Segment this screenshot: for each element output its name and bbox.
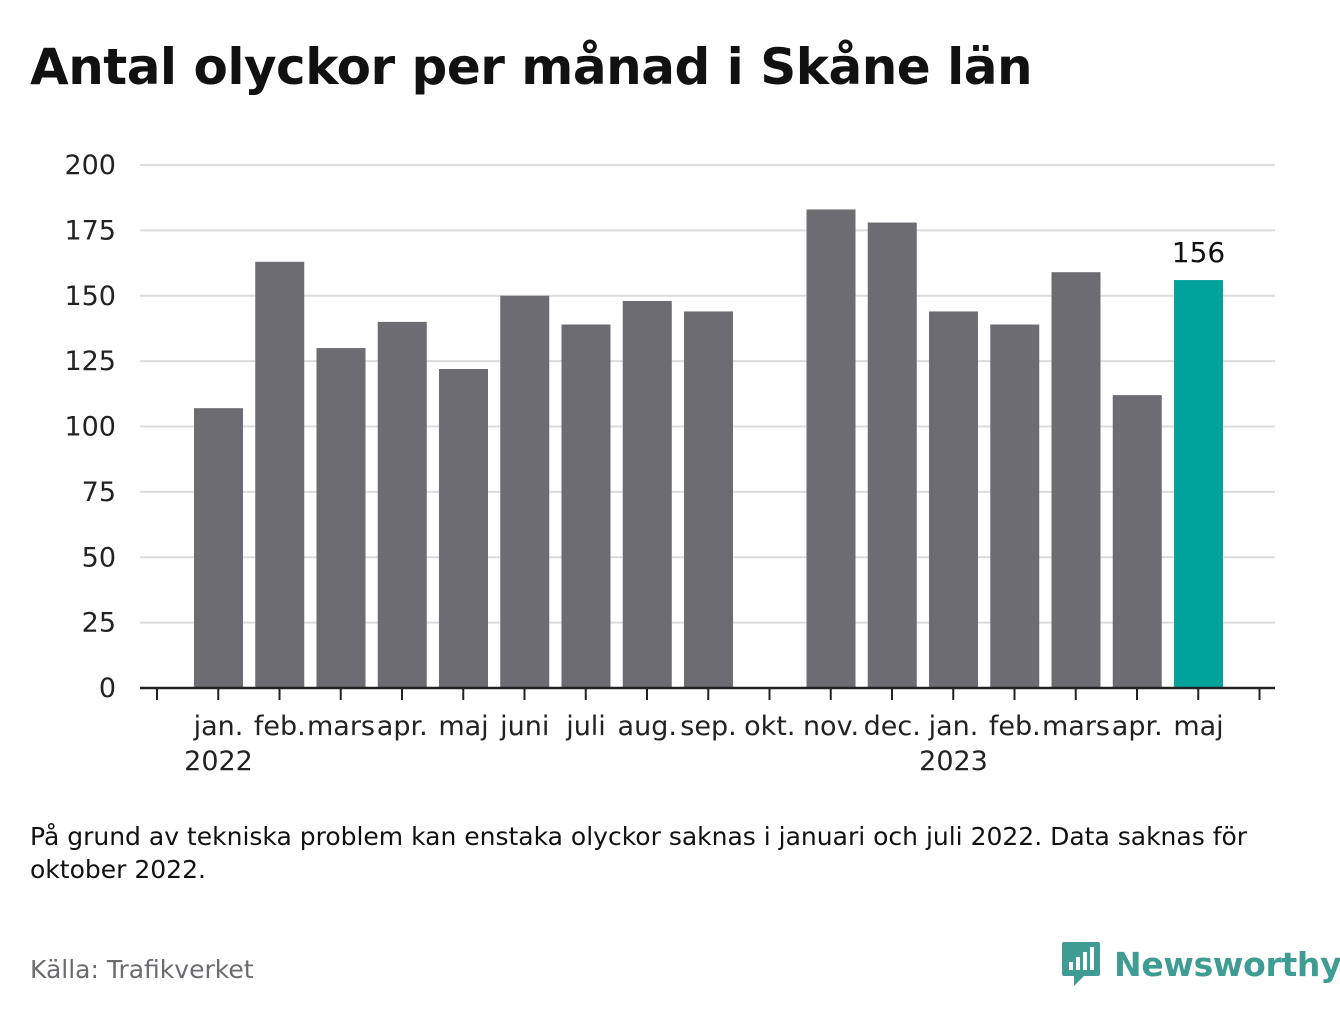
x-year-label: 2022 (184, 746, 253, 777)
bar (867, 222, 917, 688)
bar (316, 348, 366, 688)
x-tick-label: mars (1042, 711, 1110, 742)
bar-highlight (1174, 280, 1223, 688)
bar (806, 209, 856, 688)
x-tick-label: nov. (803, 711, 859, 742)
x-tick-label: juli (565, 711, 606, 742)
x-tick-label: okt. (744, 711, 795, 742)
newsworthy-logo-icon (1062, 942, 1100, 986)
x-tick-label: feb. (989, 711, 1041, 742)
brand-logo: Newsworthy (1060, 940, 1340, 988)
bar (194, 408, 243, 688)
bars (194, 209, 1223, 688)
value-labels: 156 (1172, 236, 1225, 269)
bar (929, 311, 978, 688)
bar (500, 295, 550, 688)
x-tick-label: jan. (193, 711, 244, 742)
bar (439, 368, 488, 688)
x-tick-label: feb. (254, 711, 306, 742)
y-tick-label: 125 (64, 346, 116, 377)
bar (990, 324, 1040, 688)
y-tick-label: 175 (64, 215, 116, 246)
bar (377, 321, 427, 688)
chart-note: På grund av tekniska problem kan enstaka… (30, 822, 1248, 884)
y-tick-label: 200 (64, 150, 116, 181)
bar (561, 324, 611, 688)
x-tick-label: juni (499, 711, 549, 742)
x-tick-label: maj (438, 711, 488, 742)
bar (684, 311, 733, 688)
bar (1051, 272, 1101, 688)
data-label: 156 (1172, 236, 1225, 269)
x-tick-label: dec. (864, 711, 921, 742)
x-tick-label: jan. (928, 711, 979, 742)
bar (1112, 395, 1162, 688)
chart-title: Antal olyckor per månad i Skåne län (30, 38, 1033, 96)
x-axis (140, 686, 1275, 700)
y-tick-label: 150 (64, 281, 116, 312)
source-credit: Källa: Trafikverket (30, 955, 254, 984)
bar (255, 261, 305, 688)
y-tick-label: 25 (82, 608, 116, 639)
x-tick-label: apr. (377, 711, 428, 742)
x-tick-label: maj (1173, 711, 1223, 742)
x-tick-label: apr. (1112, 711, 1163, 742)
brand-name: Newsworthy (1114, 944, 1340, 984)
y-tick-label: 100 (64, 412, 116, 443)
x-tick-label: aug. (618, 711, 677, 742)
y-tick-label: 0 (99, 673, 116, 704)
x-tick-label: sep. (680, 711, 736, 742)
bar (622, 300, 672, 688)
x-year-label: 2023 (919, 746, 988, 777)
y-tick-label: 50 (82, 542, 116, 573)
x-tick-label: mars (307, 711, 375, 742)
x-axis-labels: jan. feb. mars apr. maj juni juli aug. sep. okt. n… (184, 711, 1224, 777)
y-axis-ticks: 0 25 50 75 100 125 150 175 200 (64, 150, 116, 704)
y-tick-label: 75 (82, 477, 116, 508)
